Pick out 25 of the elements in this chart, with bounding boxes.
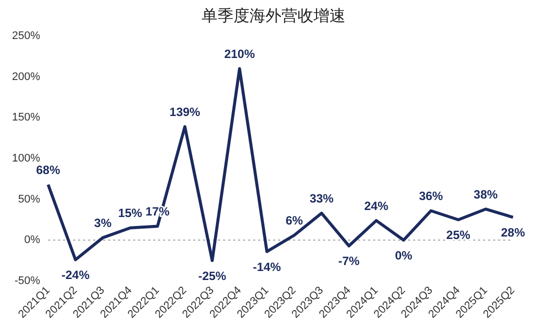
y-tick-label: 200%	[12, 70, 40, 83]
data-label: -14%	[252, 260, 282, 274]
data-label: -25%	[198, 268, 227, 283]
y-tick-label: -50%	[14, 275, 40, 288]
data-label: 3%	[94, 216, 112, 230]
data-label: -7%	[338, 254, 360, 268]
data-label: -24%	[61, 268, 90, 282]
data-label: 28%	[500, 226, 526, 240]
data-label: 36%	[418, 189, 444, 204]
y-tick-label: 0%	[24, 234, 40, 246]
y-tick-label: 50%	[18, 193, 40, 206]
data-label: 210%	[224, 46, 256, 61]
y-tick-label: 100%	[12, 152, 40, 165]
data-label: 6%	[286, 214, 304, 228]
data-label: 38%	[474, 187, 498, 202]
data-label: 25%	[446, 228, 471, 242]
data-label: 15%	[118, 206, 142, 220]
data-label: 68%	[36, 162, 60, 177]
chart-title: 单季度海外营收增速	[200, 6, 346, 27]
data-label: 139%	[170, 104, 201, 119]
y-tick-label: 250%	[12, 30, 40, 42]
data-label: 0%	[394, 248, 413, 262]
data-label: 24%	[364, 198, 389, 213]
data-label: 33%	[310, 192, 334, 206]
y-tick-label: 150%	[12, 112, 40, 124]
